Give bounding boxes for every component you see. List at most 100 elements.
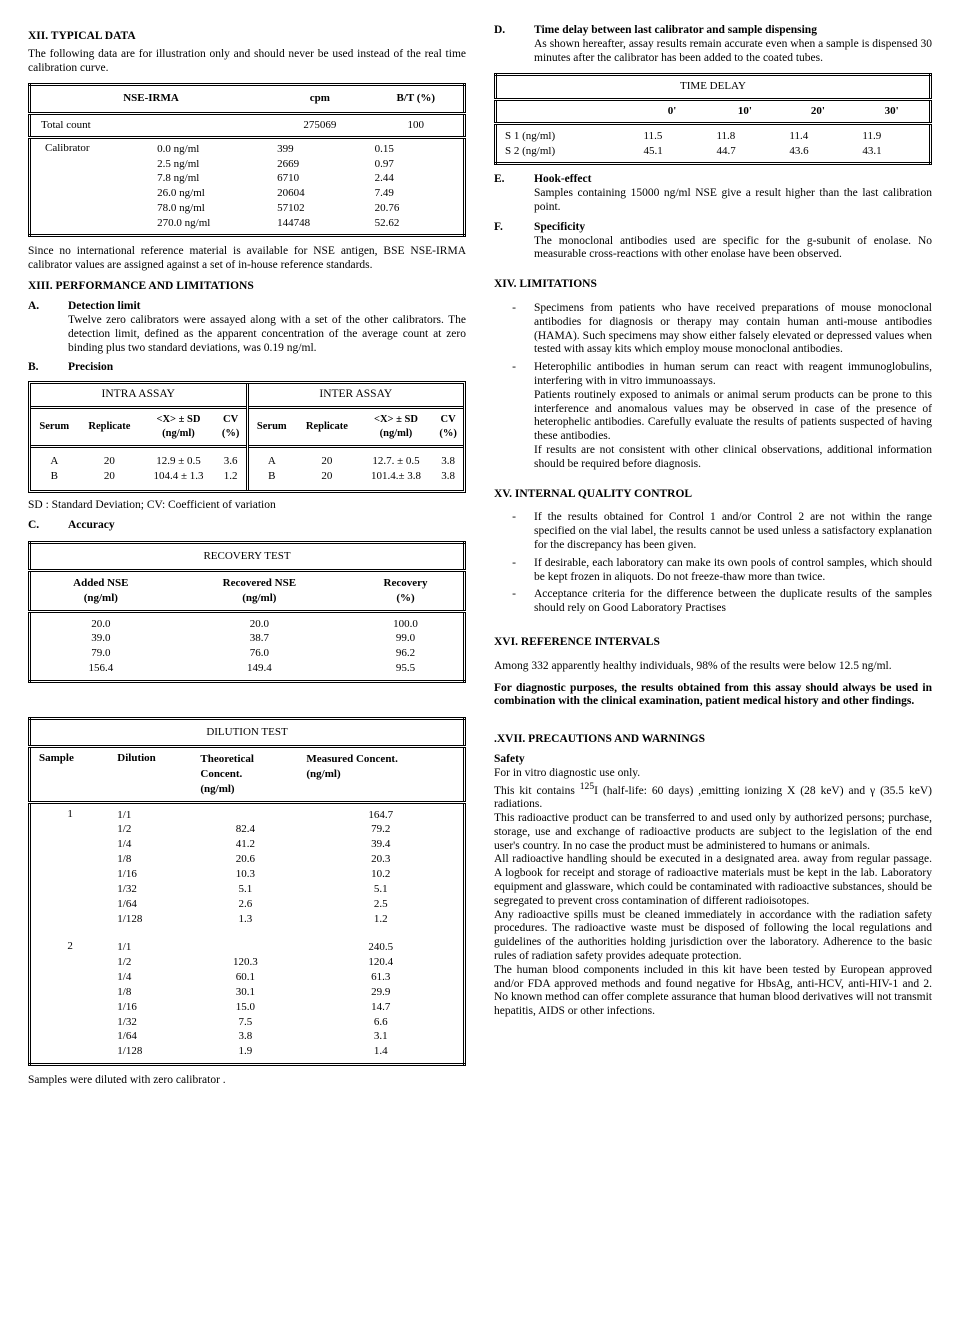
dash: -: [494, 511, 534, 552]
dil-m2: 240.5 120.4 61.3 29.9 14.7 6.6 3.1 1.4: [306, 940, 455, 1059]
xii-para: The following data are for illustration …: [28, 48, 466, 76]
h-xsd: <X> ± SD (ng/ml): [143, 413, 214, 441]
sub-e-lbl: E.: [494, 173, 534, 214]
td-c30: 11.9 43.1: [862, 129, 921, 159]
td-h0: 0': [635, 99, 708, 123]
sub-b-lbl: B.: [28, 361, 68, 375]
section-xvii-head: .XVII. PRECAUTIONS AND WARNINGS: [494, 733, 932, 747]
td-h30: 30': [854, 99, 930, 123]
sub-e-title: Hook-effect: [534, 173, 932, 187]
sub-d-lbl: D.: [494, 24, 534, 65]
sub-c-title: Accuracy: [68, 519, 466, 533]
rec-h3: Recovery (%): [352, 576, 459, 606]
dash: -: [494, 588, 534, 616]
h-serum: Serum: [31, 409, 78, 447]
lim1: Specimens from patients who have receive…: [534, 302, 932, 357]
td-rows: S 1 (ng/ml) S 2 (ng/ml): [505, 129, 627, 159]
h-rep: Replicate: [78, 409, 142, 447]
i-cv: 3.6 1.2: [218, 454, 244, 484]
e-serum: A B: [251, 454, 294, 484]
sub-f-title: Specificity: [534, 221, 932, 235]
sub-b-title: Precision: [68, 361, 466, 375]
dil-m1: 164.7 79.2 39.4 20.3 10.2 5.1 2.5 1.2: [306, 808, 455, 927]
dil-t1: 82.4 41.2 20.6 10.3 5.1 2.6 1.3: [200, 808, 290, 927]
dash: -: [494, 557, 534, 585]
dil-s2: 2: [30, 930, 110, 1064]
rec-h2: Recovered NSE (ng/ml): [175, 576, 344, 606]
h-serum2: Serum: [249, 409, 296, 447]
dil-note: Samples were diluted with zero calibrato…: [28, 1074, 466, 1088]
saf6: The human blood components included in t…: [494, 964, 932, 1019]
sub-a-title: Detection limit: [68, 300, 466, 314]
dil-h3: Theoretical Concent. (ng/ml): [200, 752, 290, 797]
intra-title: INTRA ASSAY: [31, 384, 246, 409]
sub-a-txt: Twelve zero calibrators were assayed alo…: [68, 314, 466, 355]
i-xsd: 12.9 ± 0.5 104.4 ± 1.3: [143, 454, 214, 484]
lim2b: Patients routinely exposed to animals or…: [534, 389, 932, 442]
section-xvi-head: XVI. REFERENCE INTERVALS: [494, 636, 932, 650]
nse-irma-table: NSE-IRMA cpm B/T (%) Total count 275069 …: [28, 83, 466, 236]
e-cv: 3.8 3.8: [435, 454, 461, 484]
cal-lbl: Calibrator: [30, 137, 152, 235]
section-xiii-head: XIII. PERFORMANCE AND LIMITATIONS: [28, 280, 466, 294]
prec-note: SD : Standard Deviation; CV: Coefficient…: [28, 499, 466, 513]
i-rep: 20 20: [80, 454, 140, 484]
rec-c1: 20.0 39.0 79.0 156.4: [35, 617, 167, 676]
td-title: TIME DELAY: [496, 75, 931, 99]
td-c20: 11.4 43.6: [789, 129, 846, 159]
nse-h3: B/T (%): [369, 85, 465, 113]
sub-f-lbl: F.: [494, 221, 534, 262]
dash: -: [494, 361, 534, 471]
ref1: Among 332 apparently healthy individuals…: [494, 660, 932, 674]
dil-t2: 120.3 60.1 30.1 15.0 7.5 3.8 1.9: [200, 940, 290, 1059]
dil-h2: Dilution: [109, 747, 192, 803]
h-cv: CV (%): [218, 413, 244, 441]
lim2c: If results are not consistent with other…: [534, 444, 932, 470]
e-xsd: 12.7. ± 0.5 101.4.± 3.8: [361, 454, 432, 484]
qc2: If desirable, each laboratory can make i…: [534, 557, 932, 585]
section-xv-head: XV. INTERNAL QUALITY CONTROL: [494, 488, 932, 502]
total-cpm: 275069: [271, 113, 369, 137]
h-xsd2: <X> ± SD (ng/ml): [361, 413, 432, 441]
dil-s1: 1: [30, 802, 110, 930]
rec-c2: 20.0 38.7 76.0 149.4: [175, 617, 344, 676]
cal-bt: 0.15 0.97 2.44 7.49 20.76 52.62: [375, 142, 457, 231]
dil-h4: Measured Concent. (ng/ml): [306, 752, 455, 782]
sub-e-txt: Samples containing 15000 ng/ml NSE give …: [534, 187, 932, 215]
td-c10: 11.8 44.7: [716, 129, 773, 159]
saf3: This radioactive product can be transfer…: [494, 812, 932, 853]
td-c0: 11.5 45.1: [643, 129, 700, 159]
nse-h1: NSE-IRMA: [30, 85, 272, 113]
sub-a-lbl: A.: [28, 300, 68, 355]
dil-d2: 1/1 1/2 1/4 1/8 1/16 1/32 1/64 1/128: [117, 940, 184, 1059]
rec-h1: Added NSE (ng/ml): [35, 576, 167, 606]
safety-h: Safety: [494, 753, 932, 767]
sub-c-lbl: C.: [28, 519, 68, 533]
saf2: This kit contains 125I (half-life: 60 da…: [494, 781, 932, 812]
qc1: If the results obtained for Control 1 an…: [534, 511, 932, 552]
qc3: Acceptance criteria for the difference b…: [534, 588, 932, 616]
rec-c3: 100.0 99.0 96.2 95.5: [352, 617, 459, 676]
precision-table: INTRA ASSAY Serum Replicate <X> ± SD (ng…: [28, 381, 466, 493]
inter-title: INTER ASSAY: [249, 384, 464, 409]
cal-ng: 0.0 ng/ml 2.5 ng/ml 7.8 ng/ml 26.0 ng/ml…: [157, 142, 265, 231]
section-xii-head: XII. TYPICAL DATA: [28, 30, 466, 44]
dil-title: DILUTION TEST: [30, 718, 465, 746]
i-serum: A B: [33, 454, 76, 484]
nse-h2: cpm: [271, 85, 369, 113]
dash: -: [494, 302, 534, 357]
sub-d-txt: As shown hereafter, assay results remain…: [534, 38, 932, 66]
ref2: For diagnostic purposes, the results obt…: [494, 682, 932, 710]
td-h20: 20': [781, 99, 854, 123]
total-bt: 100: [369, 113, 465, 137]
dil-d1: 1/1 1/2 1/4 1/8 1/16 1/32 1/64 1/128: [117, 808, 184, 927]
cal-cpm: 399 2669 6710 20604 57102 144748: [277, 142, 363, 231]
rec-title: RECOVERY TEST: [30, 542, 465, 570]
e-rep: 20 20: [297, 454, 357, 484]
total-lbl: Total count: [30, 113, 272, 137]
h-cv2: CV (%): [435, 413, 461, 441]
nse-note: Since no international reference materia…: [28, 245, 466, 273]
saf5: Any radioactive spills must be cleaned i…: [494, 909, 932, 964]
dil-h1: Sample: [30, 747, 110, 803]
section-xiv-head: XIV. LIMITATIONS: [494, 278, 932, 292]
